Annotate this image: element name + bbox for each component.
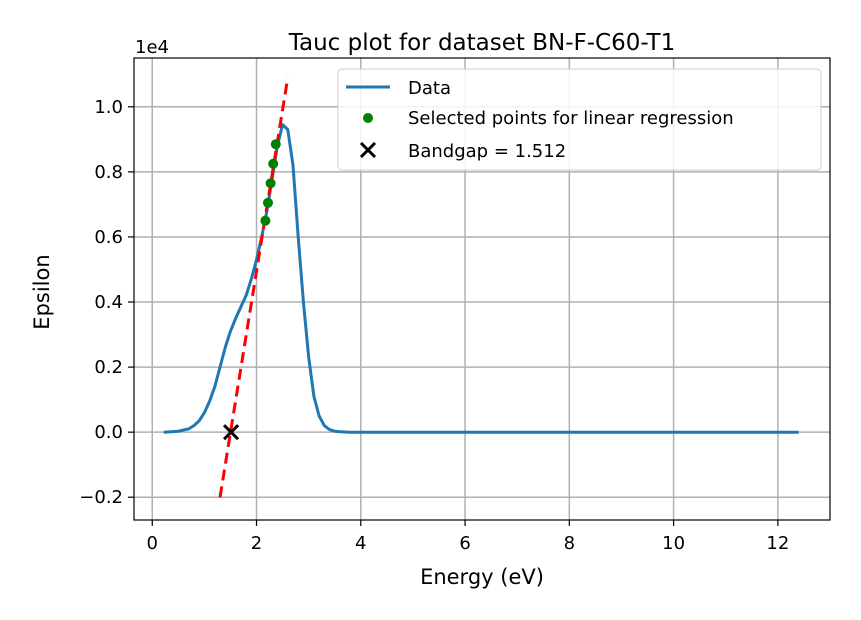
bandgap-marker xyxy=(223,424,240,441)
legend: Data Selected points for linear regressi… xyxy=(337,68,822,171)
legend-bandgap-label: Bandgap = 1.512 xyxy=(408,141,566,162)
y-tick-label: 1.0 xyxy=(94,97,123,118)
x-tick-label: 10 xyxy=(662,533,685,554)
x-tick-label: 2 xyxy=(251,533,262,554)
axes-frame xyxy=(133,57,831,521)
y-tick-label: 0.2 xyxy=(94,357,123,378)
y-tick-label: 0.8 xyxy=(94,162,123,183)
x-axis-label: Energy (eV) xyxy=(420,565,544,589)
x-tick-label: 4 xyxy=(355,533,366,554)
x-tick-label: 0 xyxy=(147,533,158,554)
legend-selected-points-label: Selected points for linear regression xyxy=(408,108,734,129)
chart-title: Tauc plot for dataset BN-F-C60-T1 xyxy=(288,30,675,56)
y-tick-label: −0.2 xyxy=(79,487,123,508)
ticks: 0 2 4 6 8 10 12 −0.2 0.0 0.2 0.4 0.6 0.8 1.0 xyxy=(79,97,789,554)
x-tick-label: 8 xyxy=(564,533,575,554)
plot-area xyxy=(163,77,799,498)
legend-bandgap-swatch xyxy=(359,141,377,159)
legend-data-label: Data xyxy=(408,78,451,99)
y-tick-label: 0.4 xyxy=(94,292,123,313)
data-series-line xyxy=(163,123,799,434)
selected-point xyxy=(262,197,273,208)
bandgap-marker-stroke xyxy=(223,424,240,441)
y-offset-label: 1e4 xyxy=(135,37,169,58)
x-tick-label: 12 xyxy=(766,533,789,554)
selected-point xyxy=(268,158,279,169)
regression-line xyxy=(218,77,290,498)
legend-box xyxy=(337,68,822,171)
y-axis-label: Epsilon xyxy=(30,254,54,329)
selected-point xyxy=(265,178,276,189)
x-tick-label: 6 xyxy=(459,533,470,554)
selected-point xyxy=(270,139,281,150)
legend-selected-points-swatch xyxy=(363,113,373,123)
y-tick-label: 0.0 xyxy=(94,422,123,443)
selected-point xyxy=(260,215,271,226)
y-tick-label: 0.6 xyxy=(94,227,123,248)
